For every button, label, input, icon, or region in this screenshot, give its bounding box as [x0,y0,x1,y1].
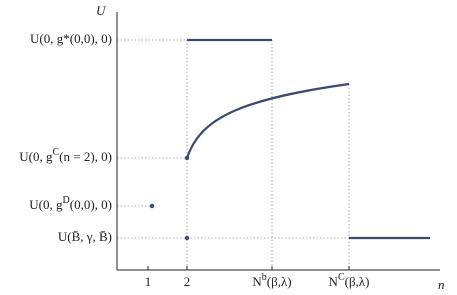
label-part: N [329,274,339,289]
label-part: N [252,274,262,289]
label-part: U(B̄, γ, B̄) [58,229,112,244]
y-axis-label: U [96,3,107,18]
point [149,203,155,209]
point [184,155,190,161]
point [184,235,190,241]
label: 2 [184,274,191,289]
superscript: C [338,272,345,283]
label: U(B̄, γ, B̄) [58,229,112,244]
label-part: (β,λ) [345,274,370,289]
label: U(0, g*(0,0), 0) [30,31,112,46]
superscript: C [53,147,60,158]
label-part: (β,λ) [267,274,292,289]
label: Nb(β,λ) [252,272,291,289]
guides [117,39,350,270]
superscript: D [63,195,70,206]
label: NC(β,λ) [329,272,370,289]
label-part: U(0, g [29,197,63,212]
superscript: b [262,272,267,283]
label: U(0, gD(0,0), 0) [29,195,112,212]
curve [185,82,350,159]
ticks [147,266,350,270]
label-part: (0,0), 0) [70,197,112,212]
label-part: 1 [145,274,152,289]
label: 1 [145,274,152,289]
label-part: (n = 2), 0) [59,149,112,164]
label-part: U(0, g [19,149,53,164]
label-part: 2 [184,274,191,289]
label-part: U(0, g*(0,0), 0) [30,31,112,46]
x-axis-label: n [438,277,445,292]
label: U(0, gC(n = 2), 0) [19,147,112,164]
